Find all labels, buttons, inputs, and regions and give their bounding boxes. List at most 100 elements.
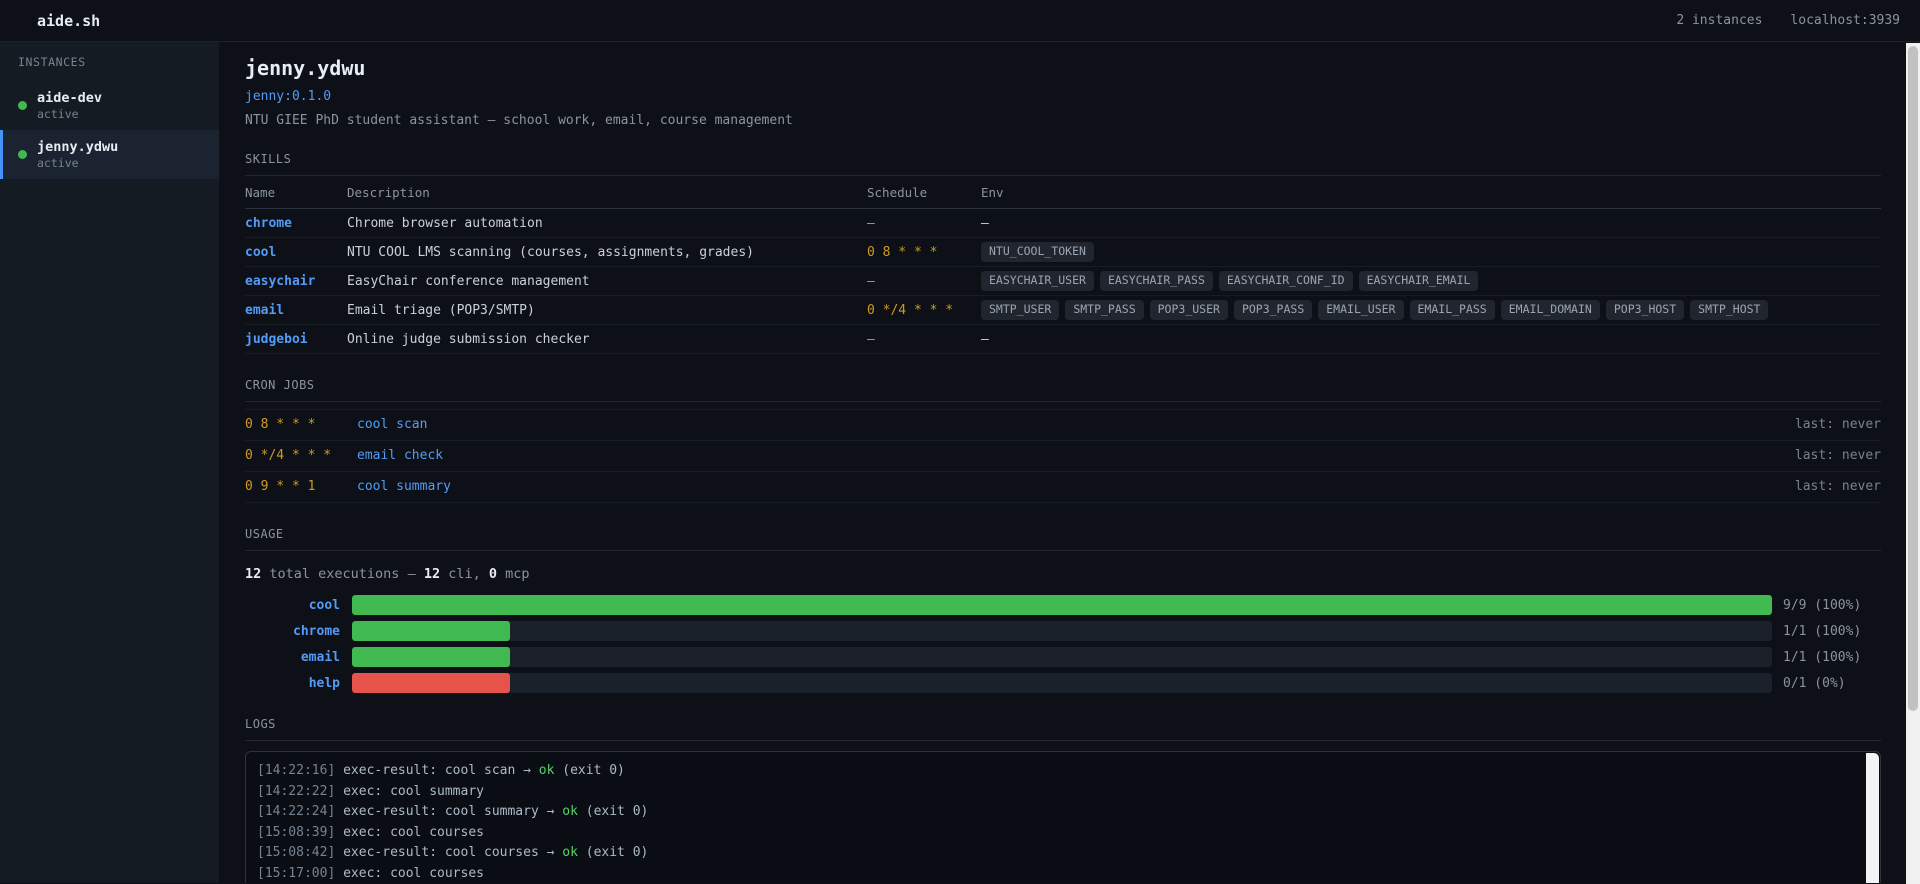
log-status-ok: ok [562, 804, 578, 820]
skill-schedule: — [867, 331, 875, 347]
skills-column-header: Env [981, 185, 1004, 200]
skill-name-link[interactable]: judgeboi [245, 331, 308, 347]
usage-bar-value: 1/1 (100%) [1783, 649, 1862, 665]
usage-bar-fill [352, 621, 510, 641]
page-scrollbar-thumb[interactable] [1908, 46, 1918, 711]
usage-bar-track [352, 673, 1772, 693]
skill-schedule: 0 8 * * * [867, 244, 938, 260]
log-message: exec-result: cool summary → [335, 804, 563, 820]
cron-job-link[interactable]: cool summary [357, 479, 451, 494]
logs-panel[interactable]: [14:22:16] exec-result: cool scan → ok (… [245, 751, 1881, 883]
cron-row: 0 9 * * 1 cool summary last: never [245, 472, 1881, 503]
usage-bar-label: chrome [293, 623, 340, 639]
log-status-ok: ok [538, 763, 555, 778]
usage-bar-fill [352, 673, 510, 693]
usage-bar-row: cool 9/9 (100%) [245, 595, 1881, 615]
page-scrollbar[interactable] [1906, 43, 1920, 884]
sidebar-heading: INSTANCES [18, 55, 86, 69]
skill-name-link[interactable]: easychair [245, 273, 316, 289]
log-line: [14:22:22] exec: cool summary [257, 782, 1854, 803]
app-title: aide.sh [37, 11, 101, 30]
log-timestamp: [15:08:39] [257, 824, 336, 840]
log-line: [15:08:39] exec: cool courses [257, 823, 1854, 844]
skill-row: chrome Chrome browser automation — — [245, 209, 1881, 238]
cron-row: 0 8 * * * cool scan last: never [245, 410, 1881, 441]
skill-env-badge: EASYCHAIR_USER [981, 271, 1094, 291]
topbar-status: 2 instances localhost:3939 [1676, 13, 1900, 28]
skill-description: EasyChair conference management [347, 273, 590, 289]
log-line: [14:22:16] exec-result: cool scan → ok (… [257, 761, 1854, 782]
host-address: localhost:3939 [1790, 13, 1900, 28]
cron-last-run: last: never [1794, 479, 1881, 494]
skill-row: easychair EasyChair conference management… [245, 267, 1881, 296]
log-timestamp: [14:22:22] [257, 783, 336, 799]
log-line: [14:22:24] exec-result: cool summary → o… [257, 802, 1854, 823]
instance-info: jenny.ydwu active [37, 139, 118, 170]
cron-schedule: 0 9 * * 1 [245, 479, 316, 494]
skill-env-cell: — [981, 332, 1881, 347]
skill-description: Online judge submission checker [347, 331, 590, 347]
sidebar: INSTANCES aide-dev active jenny.ydwu active [0, 42, 219, 883]
cron-job-list: 0 8 * * * cool scan last: never 0 */4 * * *… [245, 409, 1881, 503]
skill-env-badge: POP3_USER [1149, 300, 1228, 320]
log-lines: [14:22:16] exec-result: cool scan → ok (… [257, 761, 1854, 883]
instance-status: active [37, 156, 79, 170]
skill-env-badge: POP3_HOST [1605, 300, 1685, 320]
skill-env-cell: NTU_COOL_TOKEN [981, 242, 1881, 262]
instance-item[interactable]: aide-dev active [0, 81, 219, 130]
log-message: (exit 0) [577, 845, 649, 861]
log-timestamp: [15:08:42] [257, 845, 336, 861]
logs-scrollbar[interactable] [1866, 753, 1879, 883]
instance-title: jenny.ydwu [245, 56, 366, 80]
cron-job-link[interactable]: email check [357, 448, 444, 463]
usage-bar-row: email 1/1 (100%) [245, 647, 1881, 667]
cron-schedule: 0 8 * * * [245, 417, 316, 432]
cron-job-link[interactable]: cool scan [357, 417, 428, 432]
instance-version: jenny:0.1.0 [245, 89, 332, 104]
usage-mcp-count: 0 [488, 566, 498, 582]
skill-env-empty: — [981, 215, 989, 231]
skill-env-badge: EMAIL_DOMAIN [1500, 300, 1600, 320]
log-status-ok: ok [562, 845, 578, 861]
usage-cli-count: 12 [423, 566, 441, 582]
usage-bar-label: help [308, 675, 340, 691]
skill-name-link[interactable]: cool [245, 244, 277, 260]
usage-bar-chart: cool 9/9 (100%) chrome 1/1 (100%) email 1/1 (… [245, 595, 1881, 693]
skill-name-link[interactable]: email [245, 302, 285, 318]
skill-row: judgeboi Online judge submission checker —… [245, 325, 1881, 354]
log-message: exec: cool courses [335, 865, 484, 881]
log-line: [15:08:42] exec-result: cool courses → o… [257, 843, 1854, 864]
usage-bar-label: email [300, 649, 340, 665]
instance-status: active [37, 107, 79, 121]
skill-env-badge: POP3_PASS [1233, 300, 1313, 320]
skill-schedule: — [867, 273, 875, 289]
skill-row: email Email triage (POP3/SMTP) 0 */4 * * *… [245, 296, 1881, 325]
skill-env-badge: EMAIL_PASS [1409, 300, 1495, 320]
skill-env-cell: EASYCHAIR_USER EASYCHAIR_PASS EASYCHAIR_CO… [981, 271, 1881, 291]
skills-section-heading: SKILLS [245, 152, 1881, 176]
usage-bar-value: 0/1 (0%) [1783, 675, 1846, 691]
instance-name: aide-dev [37, 90, 103, 106]
status-dot-icon [18, 101, 27, 110]
usage-bar-fill [352, 647, 510, 667]
usage-summary-text: total executions — [261, 566, 424, 582]
log-message: exec-result: cool courses → [335, 845, 563, 861]
log-message: exec: cool courses [335, 824, 484, 840]
instances-count: 2 instances [1676, 13, 1763, 28]
usage-summary-text: cli, [440, 566, 489, 582]
logs-section-heading: LOGS [245, 717, 1881, 741]
skill-env-badge: SMTP_HOST [1690, 300, 1769, 320]
skill-env-empty: — [981, 331, 989, 347]
skill-env-cell: SMTP_USER SMTP_PASS POP3_USER POP3_PASS EMAI… [981, 300, 1881, 320]
cron-section-heading: CRON JOBS [245, 378, 1881, 402]
cron-last-run: last: never [1794, 448, 1881, 463]
skill-schedule: — [867, 215, 875, 231]
skill-env-badge: NTU_COOL_TOKEN [981, 242, 1094, 262]
log-line: [15:17:00] exec: cool courses [257, 864, 1854, 883]
cron-schedule: 0 */4 * * * [245, 448, 332, 463]
skills-column-header: Description [347, 185, 430, 200]
skill-env-badge: SMTP_USER [981, 300, 1060, 320]
log-timestamp: [14:22:24] [257, 804, 336, 820]
instance-item[interactable]: jenny.ydwu active [0, 130, 219, 179]
skill-name-link[interactable]: chrome [245, 215, 292, 231]
